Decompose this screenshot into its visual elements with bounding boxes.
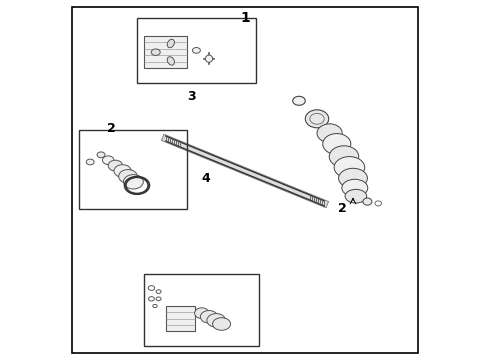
Ellipse shape <box>342 179 368 197</box>
Text: 2: 2 <box>338 202 346 215</box>
Ellipse shape <box>167 57 174 65</box>
Ellipse shape <box>108 160 122 171</box>
Ellipse shape <box>323 134 351 154</box>
Ellipse shape <box>363 198 372 205</box>
Ellipse shape <box>102 156 114 165</box>
Bar <box>144 274 259 346</box>
Ellipse shape <box>339 168 368 188</box>
Ellipse shape <box>167 39 174 48</box>
Ellipse shape <box>123 175 143 189</box>
Text: 1: 1 <box>240 11 250 25</box>
Ellipse shape <box>205 55 213 62</box>
Ellipse shape <box>329 146 359 167</box>
Text: 2: 2 <box>107 122 116 135</box>
Ellipse shape <box>207 314 225 327</box>
Bar <box>166 306 195 331</box>
Ellipse shape <box>193 48 200 53</box>
Ellipse shape <box>119 170 137 183</box>
Ellipse shape <box>345 189 367 203</box>
Bar <box>144 36 187 68</box>
Text: 4: 4 <box>201 172 210 185</box>
Bar <box>79 130 187 209</box>
Ellipse shape <box>114 165 131 177</box>
Ellipse shape <box>195 308 209 319</box>
Ellipse shape <box>213 318 231 330</box>
Text: 3: 3 <box>187 90 196 103</box>
Ellipse shape <box>305 110 329 128</box>
Ellipse shape <box>86 159 94 165</box>
Bar <box>137 18 256 83</box>
Ellipse shape <box>151 49 160 55</box>
Ellipse shape <box>293 96 305 105</box>
Ellipse shape <box>334 157 365 178</box>
Ellipse shape <box>317 124 342 143</box>
Ellipse shape <box>200 310 218 323</box>
Ellipse shape <box>97 152 105 158</box>
